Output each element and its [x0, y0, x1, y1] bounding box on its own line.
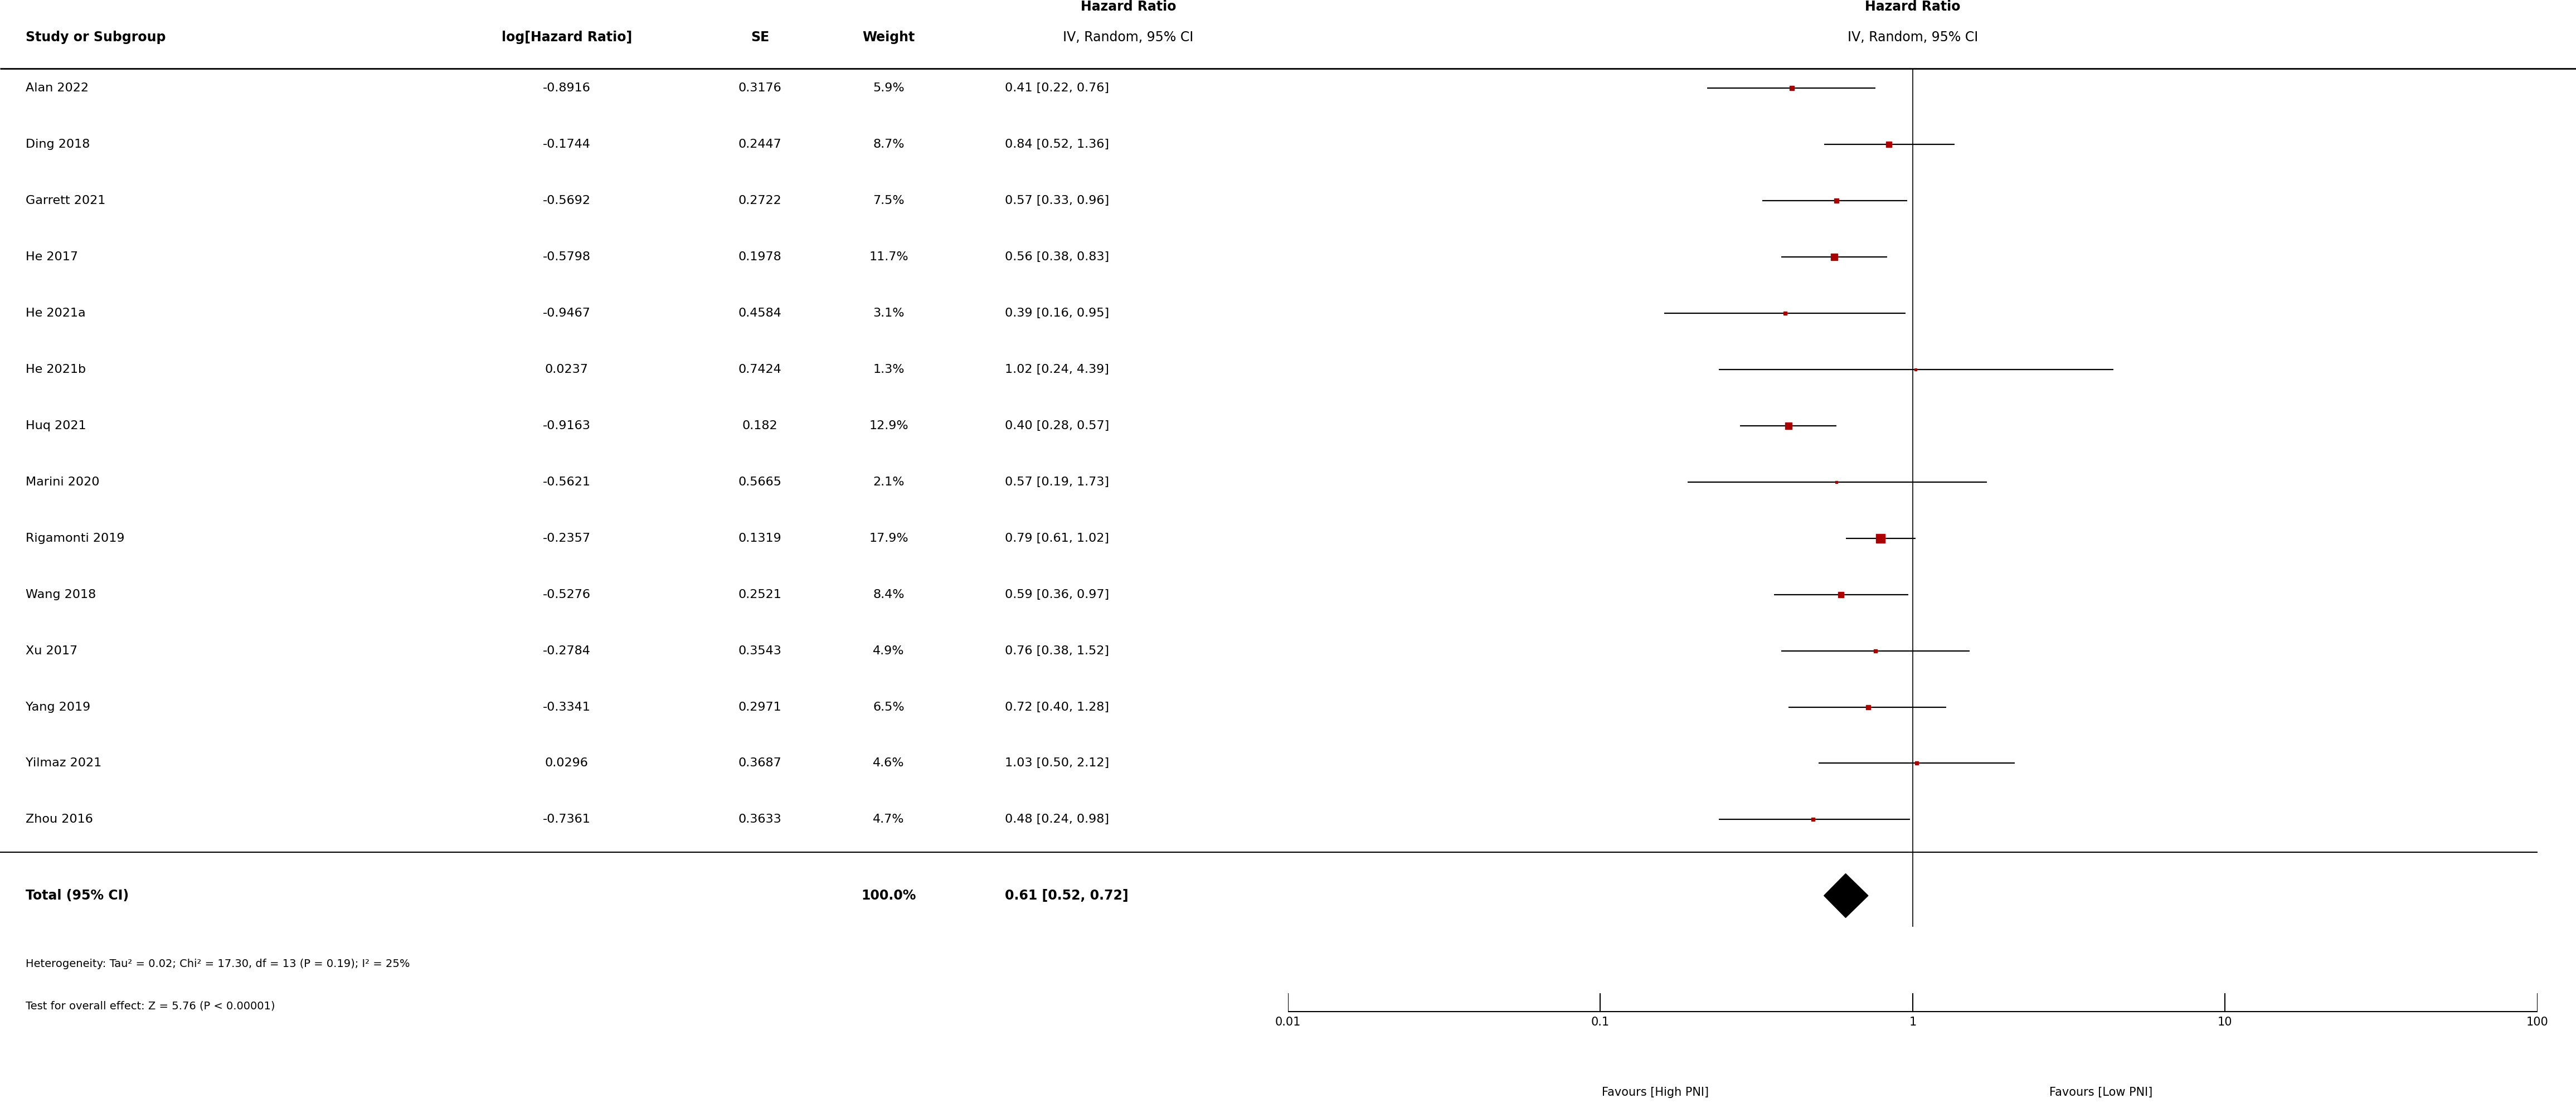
Text: 4.9%: 4.9%	[873, 645, 904, 656]
Text: 0.76 [0.38, 1.52]: 0.76 [0.38, 1.52]	[1005, 645, 1108, 656]
Text: Favours [Low PNI]: Favours [Low PNI]	[2048, 1086, 2154, 1097]
Text: Wang 2018: Wang 2018	[26, 589, 95, 600]
Text: Marini 2020: Marini 2020	[26, 476, 100, 488]
Text: Zhou 2016: Zhou 2016	[26, 814, 93, 825]
Text: 0.3687: 0.3687	[739, 758, 781, 769]
Text: 0.2447: 0.2447	[739, 139, 781, 150]
Text: Favours [High PNI]: Favours [High PNI]	[1602, 1086, 1708, 1097]
Text: 0.1978: 0.1978	[739, 251, 781, 263]
Text: Weight: Weight	[863, 31, 914, 44]
Text: Hazard Ratio: Hazard Ratio	[1079, 0, 1177, 13]
Text: -0.9163: -0.9163	[544, 420, 590, 431]
Text: 100.0%: 100.0%	[860, 889, 917, 902]
Text: 1.03 [0.50, 2.12]: 1.03 [0.50, 2.12]	[1005, 758, 1108, 769]
Text: Heterogeneity: Tau² = 0.02; Chi² = 17.30, df = 13 (P = 0.19); I² = 25%: Heterogeneity: Tau² = 0.02; Chi² = 17.30…	[26, 959, 410, 970]
Text: -0.2357: -0.2357	[544, 533, 590, 544]
Text: IV, Random, 95% CI: IV, Random, 95% CI	[1064, 31, 1193, 44]
Text: 0.182: 0.182	[742, 420, 778, 431]
Text: Test for overall effect: Z = 5.76 (P < 0.00001): Test for overall effect: Z = 5.76 (P < 0…	[26, 1000, 276, 1011]
Text: Huq 2021: Huq 2021	[26, 420, 88, 431]
Text: Study or Subgroup: Study or Subgroup	[26, 31, 165, 44]
Text: 3.1%: 3.1%	[873, 308, 904, 319]
Text: 0.3176: 0.3176	[739, 83, 781, 94]
Text: He 2021a: He 2021a	[26, 308, 85, 319]
Text: 8.7%: 8.7%	[873, 139, 904, 150]
Text: 4.7%: 4.7%	[873, 814, 904, 825]
Text: 0.61 [0.52, 0.72]: 0.61 [0.52, 0.72]	[1005, 889, 1128, 902]
Text: 0.3633: 0.3633	[739, 814, 781, 825]
Text: 0.41 [0.22, 0.76]: 0.41 [0.22, 0.76]	[1005, 83, 1108, 94]
Text: Garrett 2021: Garrett 2021	[26, 195, 106, 206]
Text: 4.6%: 4.6%	[873, 758, 904, 769]
Text: 0.7424: 0.7424	[739, 364, 781, 375]
Text: 0.1: 0.1	[1592, 1017, 1610, 1028]
Text: Ding 2018: Ding 2018	[26, 139, 90, 150]
Text: 0.2521: 0.2521	[739, 589, 781, 600]
Text: Xu 2017: Xu 2017	[26, 645, 77, 656]
Text: Yilmaz 2021: Yilmaz 2021	[26, 758, 100, 769]
Text: SE: SE	[750, 31, 770, 44]
Text: 1: 1	[1909, 1017, 1917, 1028]
Text: He 2021b: He 2021b	[26, 364, 85, 375]
Text: 0.2971: 0.2971	[739, 702, 781, 713]
Text: 0.1319: 0.1319	[739, 533, 781, 544]
Text: 0.01: 0.01	[1275, 1017, 1301, 1028]
Text: -0.3341: -0.3341	[544, 702, 590, 713]
Text: Rigamonti 2019: Rigamonti 2019	[26, 533, 124, 544]
Text: log[Hazard Ratio]: log[Hazard Ratio]	[502, 31, 631, 44]
Text: Hazard Ratio: Hazard Ratio	[1865, 0, 1960, 13]
Text: 0.56 [0.38, 0.83]: 0.56 [0.38, 0.83]	[1005, 251, 1108, 263]
Text: 7.5%: 7.5%	[873, 195, 904, 206]
Text: Yang 2019: Yang 2019	[26, 702, 90, 713]
Text: Alan 2022: Alan 2022	[26, 83, 88, 94]
Text: 12.9%: 12.9%	[868, 420, 909, 431]
Text: -0.8916: -0.8916	[544, 83, 590, 94]
Text: 0.3543: 0.3543	[739, 645, 781, 656]
Text: 1.3%: 1.3%	[873, 364, 904, 375]
Text: -0.9467: -0.9467	[544, 308, 590, 319]
Text: 1.02 [0.24, 4.39]: 1.02 [0.24, 4.39]	[1005, 364, 1108, 375]
Text: IV, Random, 95% CI: IV, Random, 95% CI	[1847, 31, 1978, 44]
Text: 6.5%: 6.5%	[873, 702, 904, 713]
Text: 0.4584: 0.4584	[739, 308, 781, 319]
Text: -0.1744: -0.1744	[544, 139, 590, 150]
Text: 0.39 [0.16, 0.95]: 0.39 [0.16, 0.95]	[1005, 308, 1108, 319]
Text: 100: 100	[2527, 1017, 2548, 1028]
Text: 2.1%: 2.1%	[873, 476, 904, 488]
Text: 0.5665: 0.5665	[739, 476, 781, 488]
Polygon shape	[1824, 874, 1868, 918]
Text: Total (95% CI): Total (95% CI)	[26, 889, 129, 902]
Text: 0.40 [0.28, 0.57]: 0.40 [0.28, 0.57]	[1005, 420, 1110, 431]
Text: 17.9%: 17.9%	[868, 533, 909, 544]
Text: 5.9%: 5.9%	[873, 83, 904, 94]
Text: 8.4%: 8.4%	[873, 589, 904, 600]
Text: 0.59 [0.36, 0.97]: 0.59 [0.36, 0.97]	[1005, 589, 1108, 600]
Text: -0.5798: -0.5798	[544, 251, 590, 263]
Text: 0.84 [0.52, 1.36]: 0.84 [0.52, 1.36]	[1005, 139, 1108, 150]
Text: 0.79 [0.61, 1.02]: 0.79 [0.61, 1.02]	[1005, 533, 1108, 544]
Text: -0.5692: -0.5692	[544, 195, 590, 206]
Text: 0.57 [0.19, 1.73]: 0.57 [0.19, 1.73]	[1005, 476, 1108, 488]
Text: -0.5276: -0.5276	[544, 589, 590, 600]
Text: He 2017: He 2017	[26, 251, 77, 263]
Text: -0.5621: -0.5621	[544, 476, 590, 488]
Text: 0.2722: 0.2722	[739, 195, 781, 206]
Text: 10: 10	[2218, 1017, 2233, 1028]
Text: 0.0237: 0.0237	[546, 364, 587, 375]
Text: 0.0296: 0.0296	[546, 758, 587, 769]
Text: 0.57 [0.33, 0.96]: 0.57 [0.33, 0.96]	[1005, 195, 1108, 206]
Text: -0.7361: -0.7361	[544, 814, 590, 825]
Text: -0.2784: -0.2784	[544, 645, 590, 656]
Text: 0.48 [0.24, 0.98]: 0.48 [0.24, 0.98]	[1005, 814, 1108, 825]
Text: 11.7%: 11.7%	[868, 251, 909, 263]
Text: 0.72 [0.40, 1.28]: 0.72 [0.40, 1.28]	[1005, 702, 1108, 713]
